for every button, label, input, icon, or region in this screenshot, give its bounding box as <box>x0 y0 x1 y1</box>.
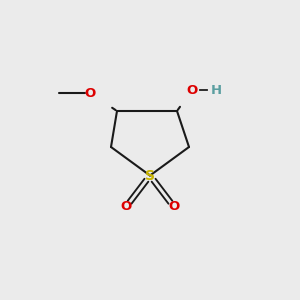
Text: H: H <box>211 83 222 97</box>
Text: O: O <box>168 200 180 214</box>
Text: O: O <box>120 200 132 214</box>
Text: O: O <box>84 86 96 100</box>
Text: S: S <box>145 169 155 182</box>
Text: O: O <box>186 83 198 97</box>
